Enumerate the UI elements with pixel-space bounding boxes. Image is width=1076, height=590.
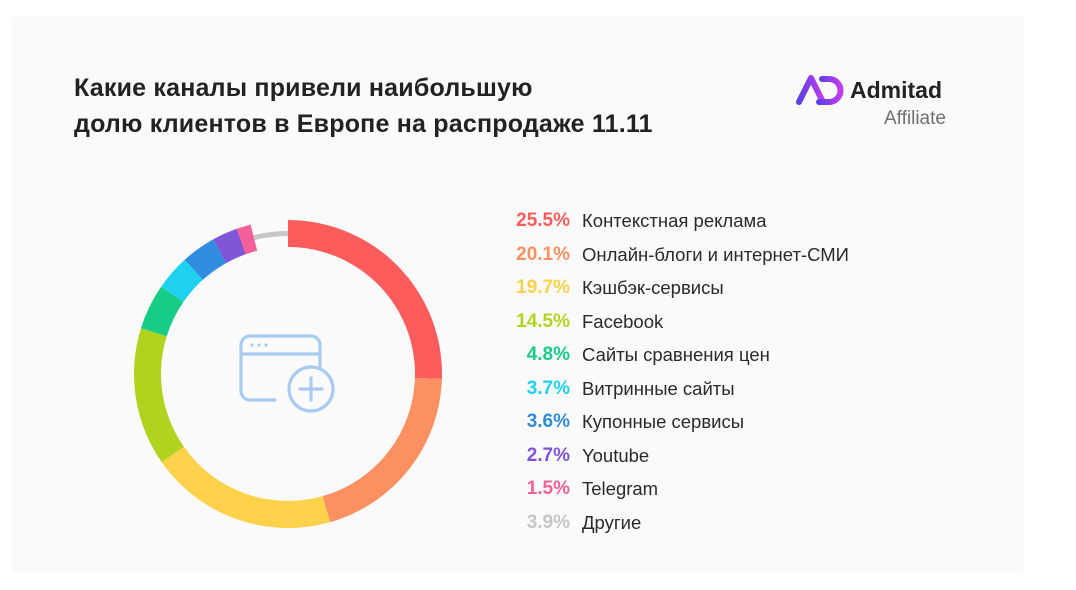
- donut-slice-3: [161, 446, 331, 528]
- legend-value: 20.1%: [516, 243, 570, 265]
- browser-window-plus-icon: [239, 334, 335, 413]
- legend-item: 14.5% Facebook: [488, 305, 663, 339]
- legend-value: 3.9%: [526, 511, 570, 533]
- donut-slice-8: [212, 228, 246, 264]
- admitad-logo-icon: [796, 75, 844, 105]
- donut-chart: [134, 220, 442, 528]
- donut-slice-6: [161, 259, 203, 302]
- donut-slice-10: [253, 231, 289, 241]
- legend-item: 3.9% Другие: [488, 506, 642, 540]
- legend-item: 25.5% Контекстная реклама: [488, 204, 766, 238]
- legend-item: 2.7% Youtube: [488, 439, 650, 473]
- legend-item: 3.6% Купонные сервисы: [488, 405, 744, 439]
- legend-value: 4.8%: [526, 344, 570, 365]
- legend-value: 19.7%: [516, 277, 570, 298]
- donut-slice-9: [236, 224, 258, 255]
- donut-slices: [134, 220, 442, 528]
- legend-label: Витринные сайты: [582, 377, 735, 399]
- legend-label: Сайты сравнения цен: [582, 344, 770, 365]
- donut-slice-1: [288, 220, 442, 379]
- legend-item: 3.7% Витринные сайты: [488, 372, 735, 406]
- page-title: Какие каналы привели наибольшую долю кли…: [74, 70, 653, 142]
- legend-item: 20.1% Онлайн-блоги и интернет-СМИ: [488, 238, 849, 272]
- logo-name: Admitad: [850, 77, 942, 103]
- donut-slice-2: [322, 377, 442, 523]
- chart-legend: 25.5% Контекстная реклама 20.1% Онлайн-блог…: [488, 204, 849, 540]
- logo-subtitle: Affiliate: [884, 108, 946, 129]
- legend-label: Онлайн-блоги и интернет-СМИ: [582, 243, 849, 265]
- legend-value: 25.5%: [516, 210, 570, 231]
- legend-label: Контекстная реклама: [582, 210, 767, 231]
- legend-value: 3.7%: [526, 377, 570, 399]
- legend-value: 14.5%: [516, 310, 570, 332]
- donut-slice-7: [184, 239, 227, 280]
- legend-label: Купонные сервисы: [582, 411, 745, 432]
- donut-slice-5: [140, 286, 184, 337]
- legend-label: Facebook: [582, 310, 664, 332]
- legend-item: 1.5% Telegram: [488, 472, 658, 506]
- legend-value: 1.5%: [526, 478, 570, 499]
- legend-item: 4.8% Сайты сравнения цен: [488, 338, 770, 372]
- legend-item: 19.7% Кэшбэк-сервисы: [488, 271, 724, 305]
- legend-value: 3.6%: [526, 411, 570, 432]
- admitad-logo: Admitad Affiliate: [796, 72, 986, 132]
- title-line-1: Какие каналы привели наибольшую: [74, 74, 533, 102]
- donut-slice-4: [134, 328, 184, 463]
- legend-label: Youtube: [582, 444, 650, 466]
- legend-label: Другие: [582, 511, 642, 533]
- legend-label: Telegram: [582, 478, 659, 499]
- title-line-2: долю клиентов в Европе на распродаже 11.…: [74, 110, 653, 138]
- legend-label: Кэшбэк-сервисы: [582, 277, 724, 298]
- legend-value: 2.7%: [526, 444, 570, 466]
